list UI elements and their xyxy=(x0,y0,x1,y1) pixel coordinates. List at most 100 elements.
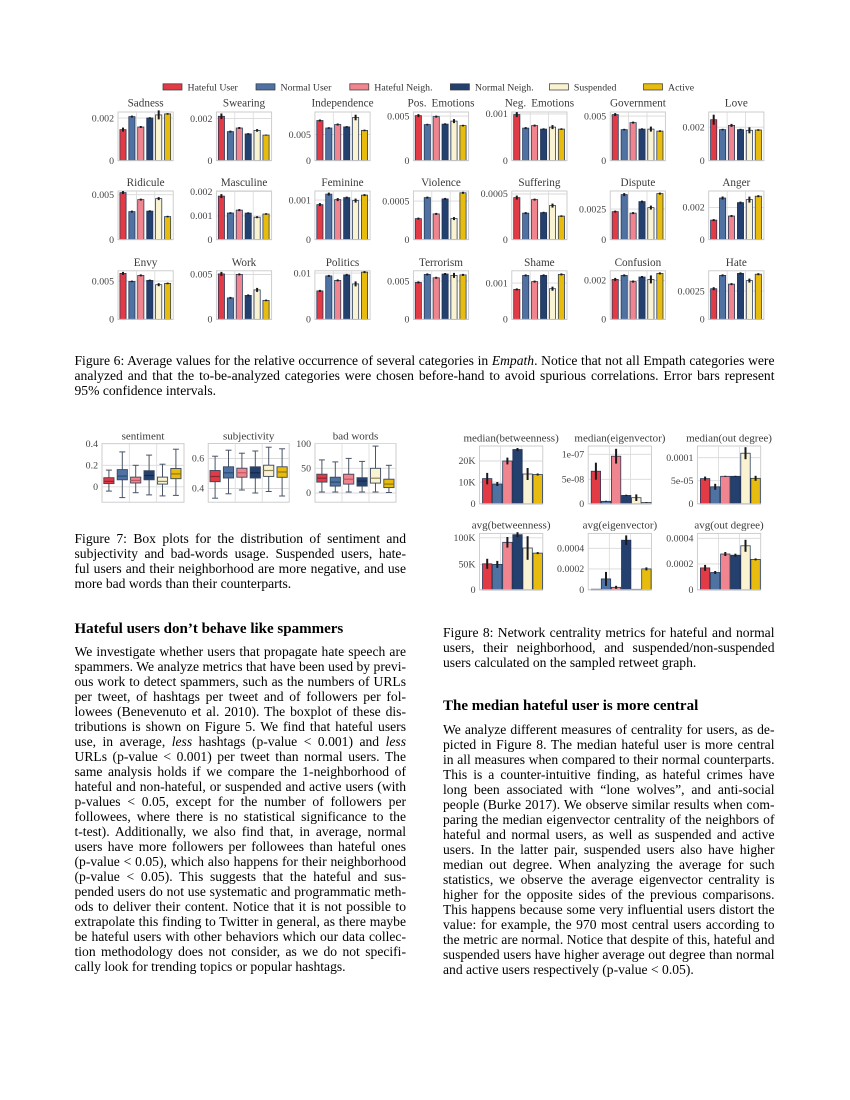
svg-text:0: 0 xyxy=(503,235,508,246)
svg-text:0.005: 0.005 xyxy=(584,111,606,122)
svg-text:0: 0 xyxy=(109,235,114,246)
svg-text:0.0025: 0.0025 xyxy=(678,286,705,297)
svg-text:5e-08: 5e-08 xyxy=(562,475,585,486)
svg-text:Suffering: Suffering xyxy=(518,177,560,189)
svg-text:0.002: 0.002 xyxy=(92,113,114,124)
svg-text:avg(eigenvector): avg(eigenvector) xyxy=(583,520,658,532)
svg-text:0: 0 xyxy=(404,315,409,326)
svg-text:0.0005: 0.0005 xyxy=(382,196,409,207)
svg-text:0.002: 0.002 xyxy=(190,114,212,125)
svg-text:50K: 50K xyxy=(458,560,476,571)
svg-text:0: 0 xyxy=(601,315,606,326)
svg-text:Love: Love xyxy=(725,98,748,110)
svg-text:Feminine: Feminine xyxy=(321,177,363,189)
svg-text:Pos. Emotions: Pos. Emotions xyxy=(408,98,475,110)
svg-text:Independence: Independence xyxy=(311,98,373,110)
svg-text:0: 0 xyxy=(700,315,705,326)
svg-text:5e-05: 5e-05 xyxy=(671,476,694,487)
svg-text:0.001: 0.001 xyxy=(190,211,212,222)
svg-text:avg(betweenness): avg(betweenness) xyxy=(472,520,551,532)
svg-text:0.005: 0.005 xyxy=(387,276,409,287)
svg-text:0: 0 xyxy=(207,235,212,246)
svg-text:Hateful User: Hateful User xyxy=(188,82,239,93)
svg-text:0: 0 xyxy=(579,499,584,510)
svg-text:Envy: Envy xyxy=(134,257,158,269)
svg-text:0.001: 0.001 xyxy=(486,109,508,120)
svg-text:Terrorism: Terrorism xyxy=(419,257,463,269)
svg-text:0.005: 0.005 xyxy=(190,270,212,281)
svg-text:0: 0 xyxy=(207,315,212,326)
svg-text:0.002: 0.002 xyxy=(682,122,704,133)
svg-text:Dispute: Dispute xyxy=(620,177,655,189)
svg-text:0: 0 xyxy=(306,156,311,167)
svg-text:0: 0 xyxy=(404,156,409,167)
svg-text:20K: 20K xyxy=(458,456,476,467)
svg-text:Normal User: Normal User xyxy=(281,82,333,93)
svg-text:0: 0 xyxy=(700,156,705,167)
svg-text:10K: 10K xyxy=(458,477,476,488)
svg-text:Violence: Violence xyxy=(421,177,461,189)
svg-text:0.2: 0.2 xyxy=(86,461,98,472)
svg-text:0: 0 xyxy=(700,235,705,246)
svg-text:0.005: 0.005 xyxy=(92,190,114,201)
svg-text:0.002: 0.002 xyxy=(190,187,212,198)
svg-text:subjectivity: subjectivity xyxy=(223,431,275,443)
svg-text:Hateful Neigh.: Hateful Neigh. xyxy=(374,82,432,93)
svg-text:0.0004: 0.0004 xyxy=(666,534,693,545)
svg-text:0: 0 xyxy=(306,235,311,246)
svg-text:0: 0 xyxy=(503,315,508,326)
svg-text:0.0002: 0.0002 xyxy=(557,564,584,575)
svg-text:Masculine: Masculine xyxy=(221,177,268,189)
svg-text:0.002: 0.002 xyxy=(584,276,606,287)
svg-text:Normal Neigh.: Normal Neigh. xyxy=(475,82,534,93)
svg-text:100: 100 xyxy=(296,439,311,450)
svg-text:0: 0 xyxy=(688,499,693,510)
svg-text:bad words: bad words xyxy=(333,431,379,443)
svg-text:100K: 100K xyxy=(454,533,477,544)
svg-text:Hate: Hate xyxy=(726,257,747,269)
svg-text:0.4: 0.4 xyxy=(192,484,204,495)
svg-text:Neg. Emotions: Neg. Emotions xyxy=(505,98,574,110)
svg-text:Confusion: Confusion xyxy=(615,257,662,269)
svg-text:0.4: 0.4 xyxy=(86,439,98,450)
svg-text:median(eigenvector): median(eigenvector) xyxy=(574,432,665,444)
svg-text:0: 0 xyxy=(306,315,311,326)
svg-text:0: 0 xyxy=(503,156,508,167)
svg-text:0.01: 0.01 xyxy=(294,268,311,279)
svg-text:Active: Active xyxy=(668,82,695,93)
svg-text:0.005: 0.005 xyxy=(289,130,311,141)
svg-text:0: 0 xyxy=(601,235,606,246)
svg-text:0.001: 0.001 xyxy=(289,195,311,206)
svg-text:0.0025: 0.0025 xyxy=(579,204,606,215)
svg-text:0.001: 0.001 xyxy=(486,278,508,289)
svg-text:0.002: 0.002 xyxy=(682,203,704,214)
svg-text:Work: Work xyxy=(232,257,257,269)
svg-text:Suspended: Suspended xyxy=(574,82,617,93)
svg-text:Sadness: Sadness xyxy=(128,98,164,110)
svg-text:Anger: Anger xyxy=(722,177,750,189)
svg-text:median(out degree): median(out degree) xyxy=(686,432,772,444)
svg-text:0.6: 0.6 xyxy=(192,454,204,465)
svg-text:Swearing: Swearing xyxy=(223,98,266,110)
svg-text:0.005: 0.005 xyxy=(387,111,409,122)
svg-text:Ridicule: Ridicule xyxy=(127,177,165,189)
svg-text:Government: Government xyxy=(610,98,667,110)
svg-text:0.0002: 0.0002 xyxy=(666,559,693,570)
svg-text:0: 0 xyxy=(93,482,98,493)
svg-text:0.0004: 0.0004 xyxy=(557,544,584,555)
svg-text:avg(out degree): avg(out degree) xyxy=(694,520,764,532)
svg-text:0: 0 xyxy=(109,156,114,167)
svg-text:0: 0 xyxy=(471,585,476,596)
svg-text:0: 0 xyxy=(306,488,311,499)
svg-text:0.0001: 0.0001 xyxy=(666,453,693,464)
svg-text:Politics: Politics xyxy=(326,257,360,269)
svg-text:1e-07: 1e-07 xyxy=(562,450,585,461)
svg-text:0: 0 xyxy=(471,499,476,510)
svg-text:0.0005: 0.0005 xyxy=(481,189,508,200)
svg-text:0: 0 xyxy=(601,156,606,167)
svg-text:50: 50 xyxy=(301,464,311,475)
svg-text:0: 0 xyxy=(404,235,409,246)
svg-text:0: 0 xyxy=(109,315,114,326)
svg-text:sentiment: sentiment xyxy=(122,431,165,443)
svg-text:0: 0 xyxy=(207,156,212,167)
